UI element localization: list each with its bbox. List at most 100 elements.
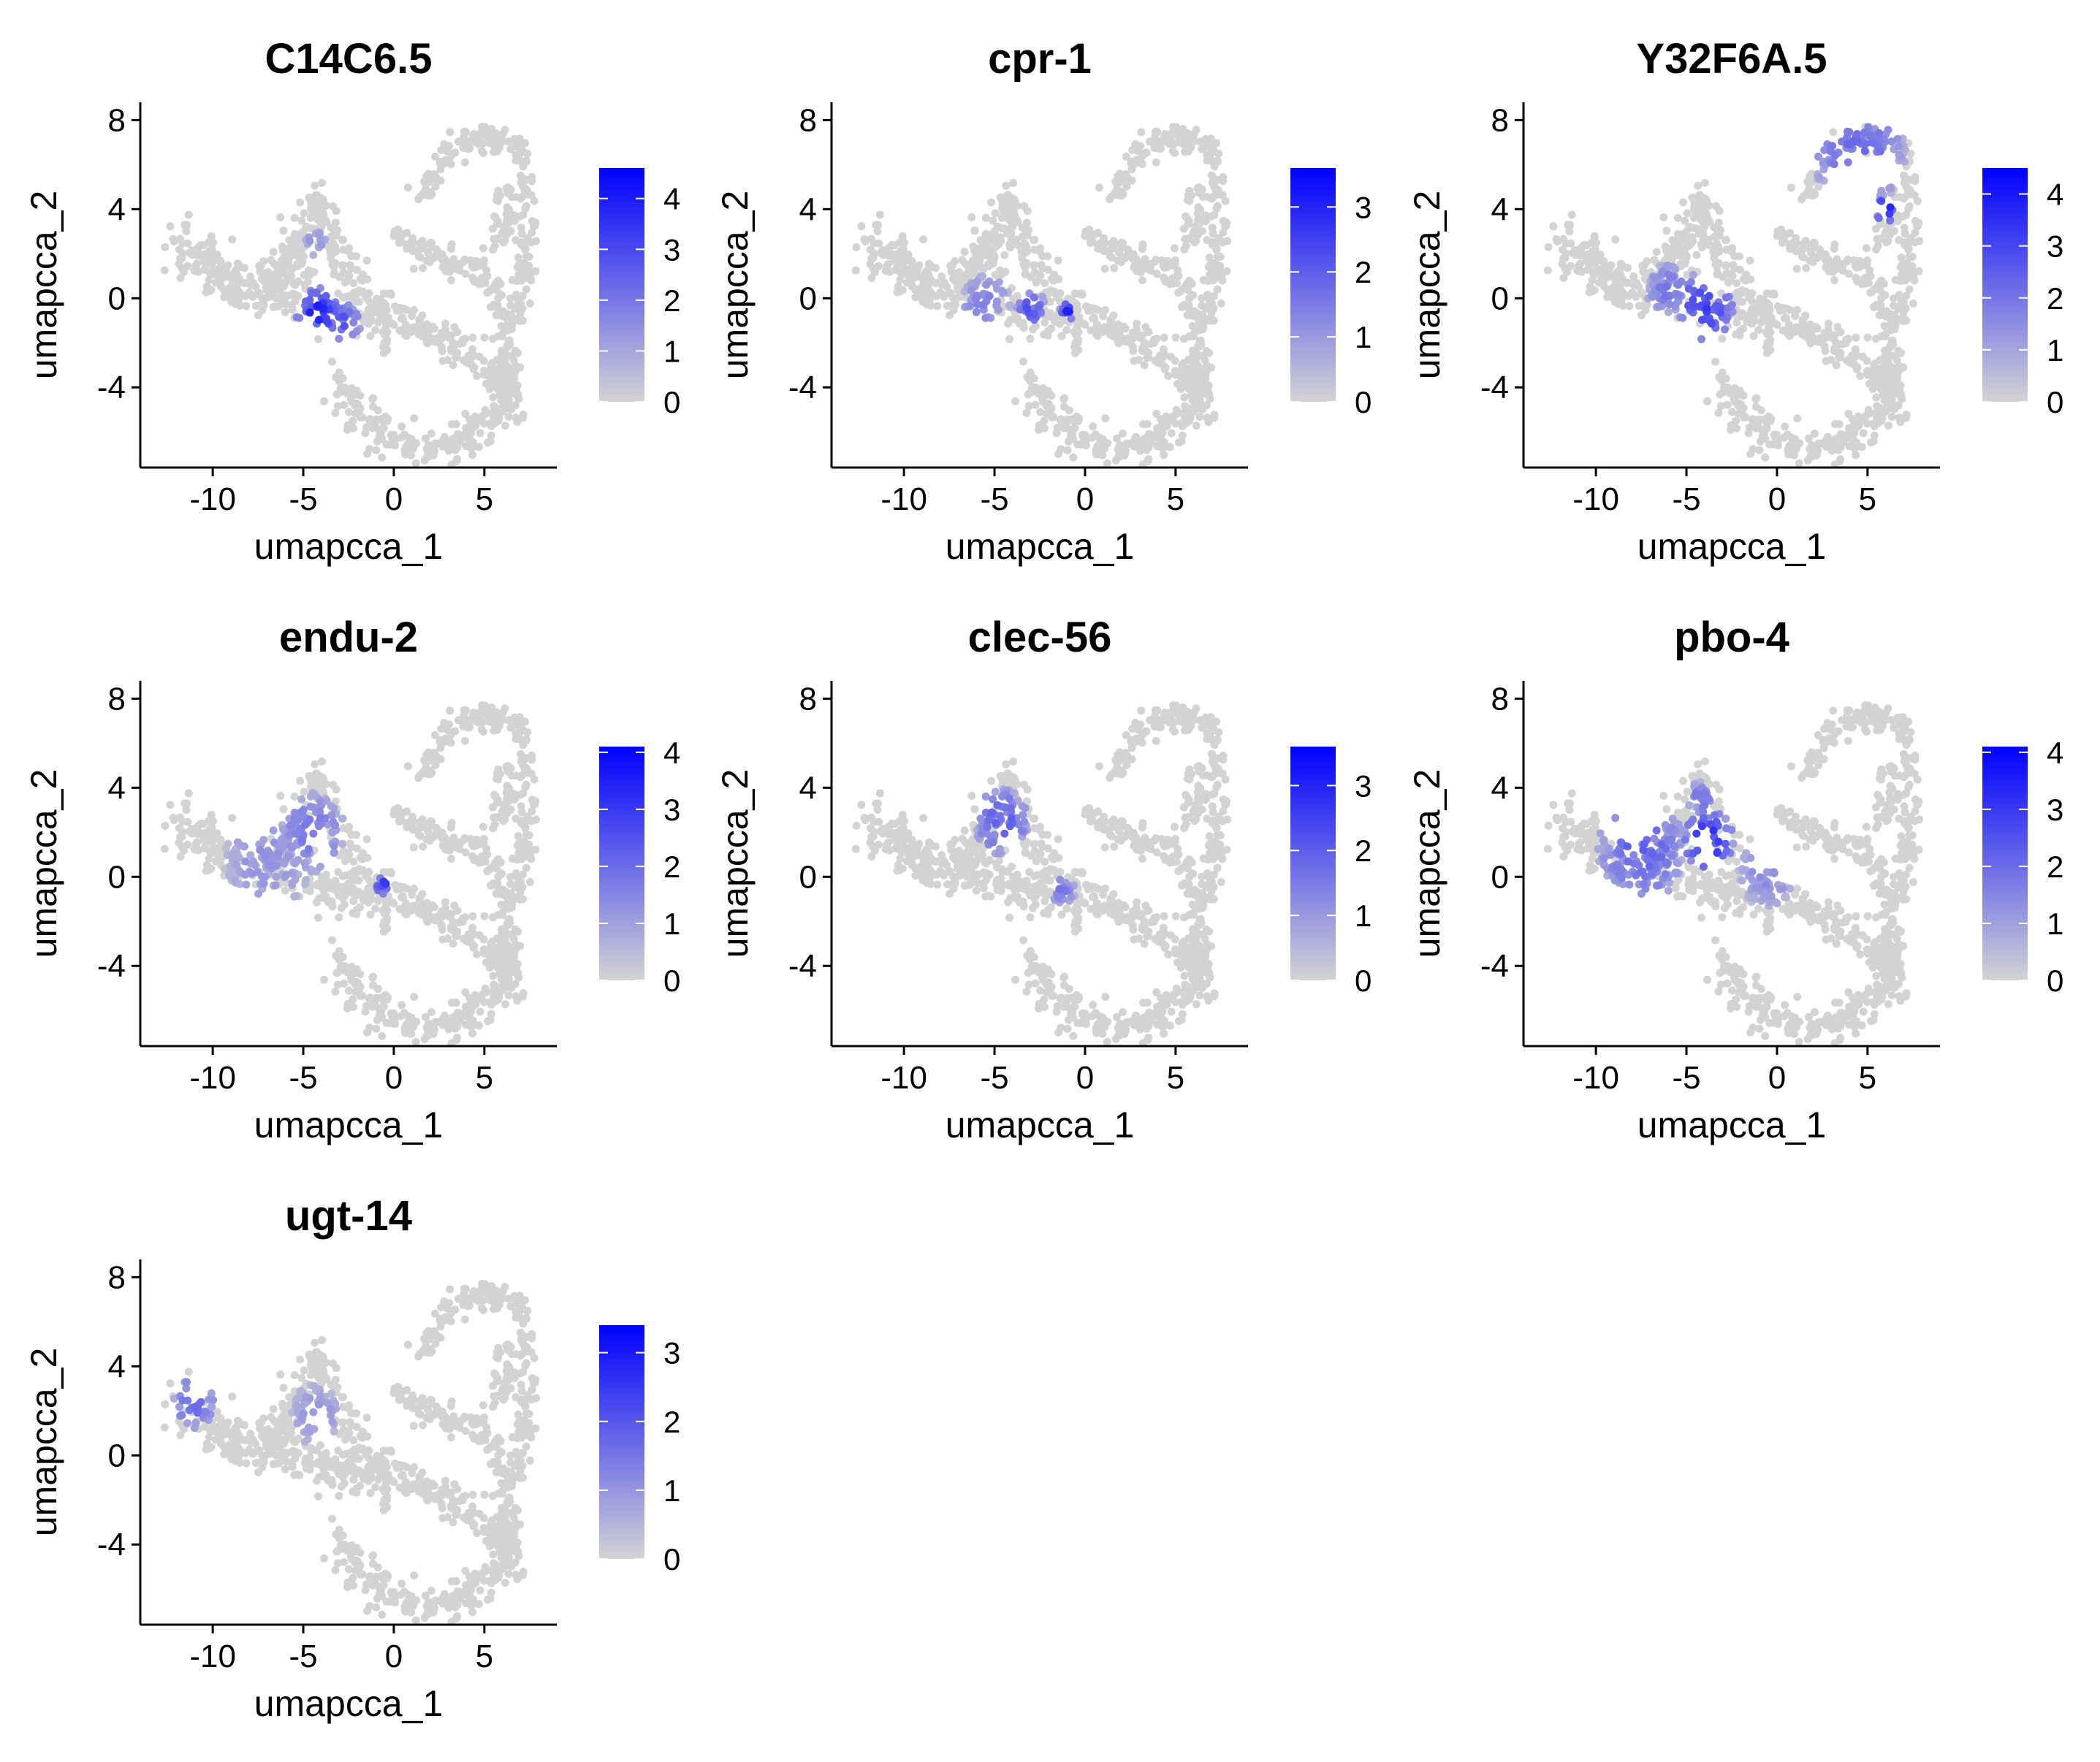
cell-point (1809, 238, 1818, 247)
cell-point (433, 337, 442, 346)
cell-point (428, 901, 437, 909)
cell-point (1583, 265, 1592, 274)
cell-point (1895, 236, 1903, 245)
cell-point (305, 771, 313, 780)
cell-point (884, 259, 893, 268)
cell-point (1815, 173, 1824, 182)
cell-point (1844, 158, 1852, 167)
cell-point (1125, 337, 1133, 346)
cell-point (1109, 311, 1118, 320)
cell-point (1821, 347, 1830, 355)
cell-point (1790, 441, 1799, 450)
y-tick-label: -4 (1480, 370, 1509, 405)
cell-point (981, 313, 990, 322)
cell-point (528, 228, 536, 237)
cell-point (1026, 335, 1035, 343)
cell-point (1123, 175, 1132, 183)
cell-point (217, 271, 226, 280)
cell-point (1157, 420, 1166, 429)
cell-point (1031, 400, 1040, 409)
cell-point (1036, 408, 1044, 416)
cell-point (363, 275, 372, 283)
cell-point (1802, 264, 1811, 272)
cell-point (1013, 291, 1022, 300)
cell-point (946, 289, 955, 297)
cell-point (1703, 397, 1711, 405)
cell-point (893, 288, 902, 297)
cell-point (1861, 412, 1870, 421)
cell-point (452, 932, 460, 941)
cell-point (1886, 216, 1895, 225)
cell-point (418, 237, 427, 245)
cell-point (499, 376, 508, 385)
cell-point (1887, 413, 1896, 421)
colorbar (1982, 168, 2028, 402)
panel-title: endu-2 (279, 614, 418, 661)
cell-point (490, 212, 499, 221)
cell-point (1882, 376, 1891, 385)
cell-point (1206, 394, 1214, 403)
cell-point (373, 406, 382, 415)
cell-point (329, 780, 338, 789)
cell-point (489, 245, 498, 254)
cell-point (1792, 239, 1801, 248)
cell-point (338, 261, 346, 270)
cell-point (469, 351, 478, 359)
cell-point (1184, 286, 1192, 294)
cell-point (322, 202, 330, 210)
cell-point (1053, 423, 1062, 432)
colorbar-label: 2 (663, 283, 680, 318)
cell-point (410, 414, 419, 423)
cell-point (1037, 261, 1046, 270)
cell-point (1904, 205, 1913, 213)
cell-point (1073, 440, 1082, 449)
cell-point (1689, 295, 1697, 304)
cell-point (1198, 193, 1207, 202)
cell-point (1835, 420, 1844, 428)
cell-point (1787, 433, 1796, 442)
cell-point (904, 251, 913, 259)
cell-point (474, 443, 483, 451)
cell-point (272, 294, 281, 302)
cell-point (343, 1004, 351, 1012)
cell-point (352, 844, 361, 853)
cell-point (954, 286, 962, 294)
cell-point (1576, 259, 1585, 268)
cell-point (1811, 322, 1820, 331)
cell-point (437, 833, 446, 842)
cell-point (383, 416, 392, 425)
cell-point (1170, 244, 1179, 253)
cell-point (1685, 222, 1694, 231)
cell-point (470, 363, 479, 372)
cell-point (1852, 451, 1860, 459)
cell-point (1886, 310, 1895, 319)
cell-point (501, 230, 510, 238)
cell-point (176, 813, 184, 822)
cell-point (235, 301, 244, 310)
cell-point (1034, 302, 1043, 311)
cell-point (1669, 251, 1678, 259)
cell-point (422, 907, 431, 915)
x-axis-title: umapcca_1 (254, 526, 444, 567)
cell-point (432, 175, 441, 183)
cell-point (966, 302, 974, 310)
cell-point (484, 866, 493, 874)
cell-point (404, 1012, 413, 1021)
colorbar (599, 168, 644, 402)
cell-point (248, 292, 257, 301)
cell-point (376, 432, 384, 440)
cell-point (352, 310, 360, 319)
cell-point (455, 266, 464, 275)
cell-point (1552, 234, 1561, 243)
cell-point (1146, 266, 1155, 275)
cell-point (1757, 318, 1765, 327)
cell-point (289, 280, 298, 288)
cell-point (489, 393, 498, 402)
cell-point (305, 193, 313, 202)
cell-point (473, 372, 482, 380)
cell-point (395, 239, 403, 247)
cell-point (418, 821, 427, 830)
cell-point (1691, 213, 1700, 221)
cell-point (411, 459, 420, 468)
